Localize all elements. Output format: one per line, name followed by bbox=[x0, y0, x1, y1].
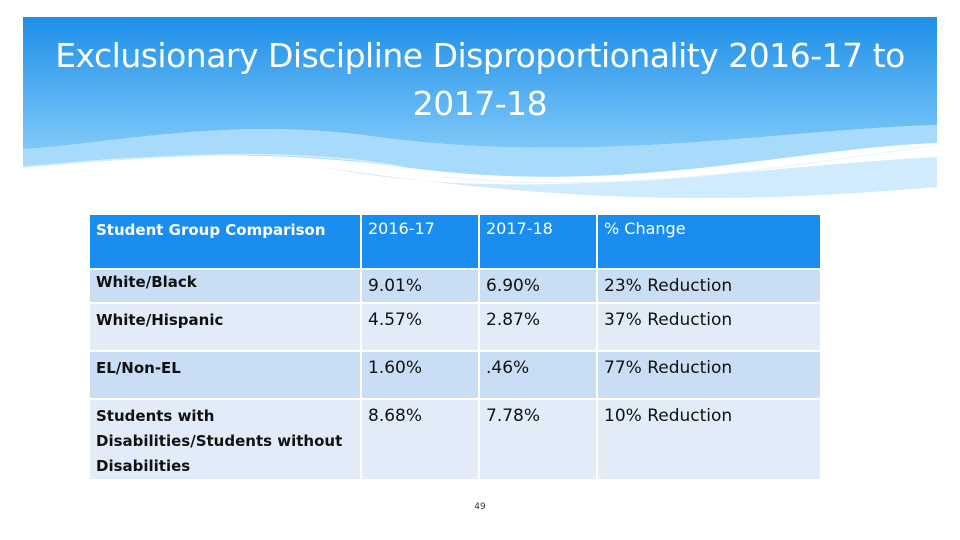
cell-group: White/Black bbox=[88, 268, 362, 304]
table-row: EL/Non-EL 1.60% .46% 77% Reduction bbox=[88, 350, 822, 400]
cell-2016-17: 4.57% bbox=[360, 302, 480, 352]
header-student-group: Student Group Comparison bbox=[88, 213, 362, 270]
cell-change: 37% Reduction bbox=[596, 302, 822, 352]
cell-change: 23% Reduction bbox=[596, 268, 822, 304]
header-2016-17: 2016-17 bbox=[360, 213, 480, 270]
table-row: Students with Disabilities/Students with… bbox=[88, 398, 822, 481]
page-number: 49 bbox=[474, 502, 486, 512]
cell-group: EL/Non-EL bbox=[88, 350, 362, 400]
cell-2016-17: 1.60% bbox=[360, 350, 480, 400]
table-row: White/Black 9.01% 6.90% 23% Reduction bbox=[88, 268, 822, 304]
disproportionality-table: Student Group Comparison 2016-17 2017-18… bbox=[88, 213, 822, 481]
cell-2017-18: 6.90% bbox=[478, 268, 598, 304]
header-2017-18: 2017-18 bbox=[478, 213, 598, 270]
cell-group: Students with Disabilities/Students with… bbox=[88, 398, 362, 481]
cell-2017-18: .46% bbox=[478, 350, 598, 400]
title-banner bbox=[23, 17, 937, 207]
cell-2016-17: 8.68% bbox=[360, 398, 480, 481]
cell-change: 10% Reduction bbox=[596, 398, 822, 481]
slide-title: Exclusionary Discipline Disproportionali… bbox=[55, 36, 905, 123]
cell-group: White/Hispanic bbox=[88, 302, 362, 352]
cell-2017-18: 7.78% bbox=[478, 398, 598, 481]
cell-2017-18: 2.87% bbox=[478, 302, 598, 352]
cell-2016-17: 9.01% bbox=[360, 268, 480, 304]
banner-wave-graphic bbox=[23, 17, 937, 199]
header-percent-change: % Change bbox=[596, 213, 822, 270]
table-row: White/Hispanic 4.57% 2.87% 37% Reduction bbox=[88, 302, 822, 352]
cell-change: 77% Reduction bbox=[596, 350, 822, 400]
table-header-row: Student Group Comparison 2016-17 2017-18… bbox=[88, 213, 822, 270]
